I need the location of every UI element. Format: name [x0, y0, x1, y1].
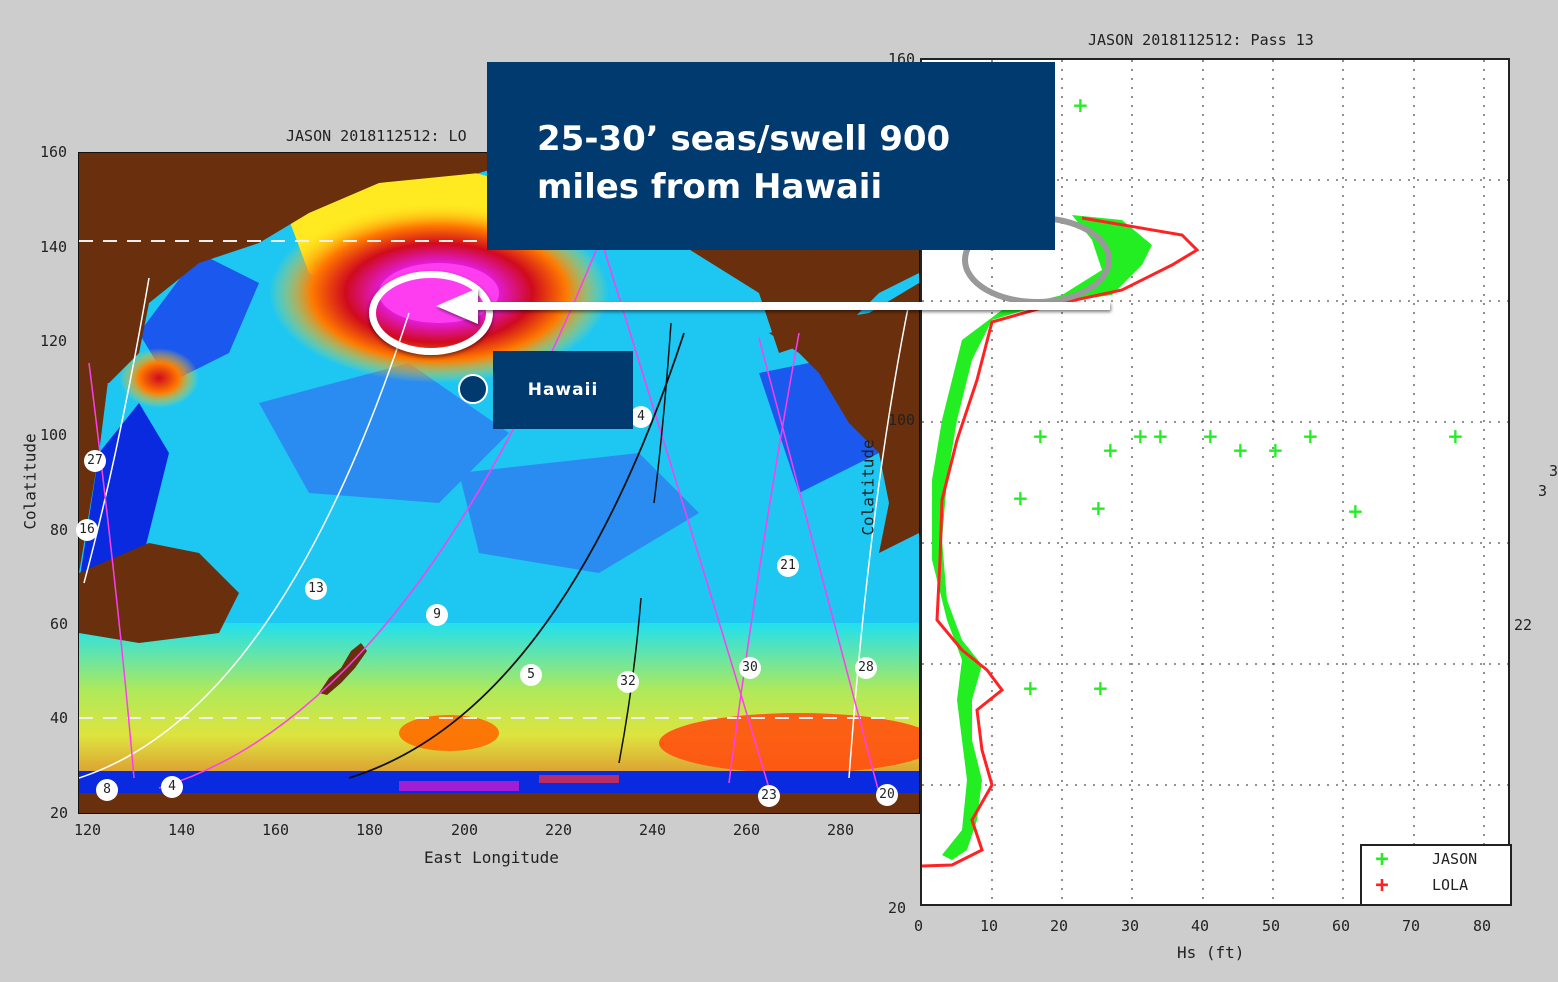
track-label: 4	[161, 776, 183, 798]
map-y-label: Colatitude	[20, 433, 40, 530]
x-tick: 200	[451, 821, 479, 839]
svg-text:+: +	[1202, 424, 1219, 448]
svg-text:+: +	[1092, 676, 1109, 700]
svg-text:+: +	[1090, 496, 1107, 520]
y-tick: 20	[50, 804, 69, 822]
x-tick: 180	[356, 821, 384, 839]
y-tick: 20	[888, 899, 907, 917]
track-label: 32	[617, 671, 639, 693]
track-label: 4	[630, 406, 652, 428]
legend-label: LOLA	[1432, 876, 1469, 894]
x-tick: 0	[914, 917, 924, 935]
callout-line1: 25-30’ seas/swell 900	[537, 119, 951, 159]
y-tick: 60	[50, 615, 69, 633]
y-tick: 40	[50, 709, 69, 727]
plot-title: JASON 2018112512: Pass 13	[1088, 31, 1314, 49]
x-tick: 140	[168, 821, 196, 839]
link-arrow-icon	[436, 288, 1110, 324]
track-label: 8	[96, 779, 118, 801]
track-label: 13	[305, 578, 327, 600]
hawaii-marker	[458, 374, 488, 404]
legend-label: JASON	[1432, 850, 1478, 868]
wave-height-map	[78, 152, 920, 814]
track-label: 9	[426, 604, 448, 626]
y-tick: 120	[40, 332, 68, 350]
x-tick: 60	[1332, 917, 1351, 935]
x-tick: 160	[262, 821, 290, 839]
plus-marker-icon: +	[1375, 872, 1389, 898]
track-label: 30	[739, 657, 761, 679]
svg-text:+: +	[1347, 499, 1364, 523]
highlight-ring-map	[369, 271, 493, 355]
track-label: 16	[76, 519, 98, 541]
x-tick: 50	[1262, 917, 1281, 935]
plot-x-label: Hs (ft)	[1177, 943, 1245, 962]
x-tick: 20	[1050, 917, 1069, 935]
track-label: 28	[855, 657, 877, 679]
x-tick: 120	[74, 821, 102, 839]
plot-legend: + JASON + LOLA	[1360, 844, 1512, 906]
svg-text:+: +	[1447, 424, 1464, 448]
svg-text:+: +	[1152, 424, 1169, 448]
plot-y-label: Colatitude	[858, 439, 878, 536]
track-label: 20	[876, 784, 898, 806]
x-tick: 70	[1402, 917, 1421, 935]
callout-line2: miles from Hawaii	[537, 167, 883, 207]
x-tick: 280	[827, 821, 855, 839]
x-tick: 40	[1191, 917, 1210, 935]
x-tick: 10	[980, 917, 999, 935]
svg-text:+: +	[1032, 424, 1049, 448]
svg-text:+: +	[1012, 486, 1029, 510]
svg-text:+: +	[1132, 424, 1149, 448]
plus-marker-icon: +	[1375, 846, 1389, 872]
callout-box: 25-30’ seas/swell 900 miles from Hawaii	[487, 62, 1055, 250]
x-tick: 260	[733, 821, 761, 839]
y-tick: 100	[888, 411, 916, 429]
svg-text:+: +	[1022, 676, 1039, 700]
y-tick: 160	[40, 143, 68, 161]
track-label: 21	[777, 555, 799, 577]
map-title: JASON 2018112512: LO	[286, 127, 467, 145]
x-tick: 220	[545, 821, 573, 839]
track-label: 27	[84, 450, 106, 472]
svg-text:+: +	[1102, 438, 1119, 462]
y-tick: 100	[40, 426, 68, 444]
svg-text:+: +	[1267, 438, 1284, 462]
legend-item-jason: + JASON	[1362, 846, 1510, 872]
edge-label: 3	[1549, 462, 1558, 480]
y-tick: 140	[40, 238, 68, 256]
hawaii-label: Hawaii	[493, 351, 633, 429]
x-tick: 80	[1473, 917, 1492, 935]
legend-item-lola: + LOLA	[1362, 872, 1510, 898]
svg-text:+: +	[1302, 424, 1319, 448]
map-x-label: East Longitude	[424, 848, 559, 867]
x-tick: 30	[1121, 917, 1140, 935]
track-label: 5	[520, 664, 542, 686]
track-label: 23	[758, 785, 780, 807]
x-tick: 240	[639, 821, 667, 839]
y-tick: 80	[50, 521, 69, 539]
edge-label: 22	[1514, 616, 1533, 634]
edge-label: 3	[1538, 482, 1548, 500]
svg-text:+: +	[1072, 93, 1089, 117]
svg-text:+: +	[1232, 438, 1249, 462]
